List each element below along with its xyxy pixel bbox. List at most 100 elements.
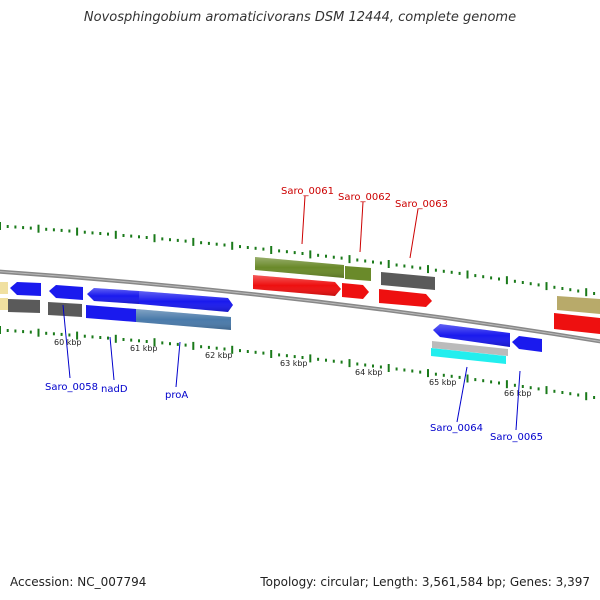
upper-ring-tick <box>138 235 140 239</box>
leader-saro0064 <box>456 366 468 423</box>
lower-ring-tick <box>114 334 117 343</box>
lower-ring-tick <box>6 329 9 332</box>
gene-arrow-red-1[interactable] <box>253 275 341 296</box>
upper-ring-tick <box>317 253 320 257</box>
gene-arrow-left-blue-3[interactable] <box>87 288 139 304</box>
scale-tick-63kbp: 63 kbp <box>280 359 308 368</box>
scale-tick-65kbp: 65 kbp <box>429 378 457 387</box>
upper-tick-ring <box>0 222 596 297</box>
gene-arrow-red-3[interactable] <box>379 289 432 307</box>
upper-ring-tick <box>52 228 55 232</box>
lower-ring-tick <box>395 367 398 371</box>
lower-ring-tick <box>569 392 572 396</box>
label-proA[interactable]: proA <box>165 390 188 401</box>
label-saro0062[interactable]: Saro_0062 <box>338 192 391 203</box>
upper-ring-tick <box>442 269 445 273</box>
lower-ring-tick <box>231 345 234 354</box>
upper-ring-tick <box>553 285 556 289</box>
leader-proA <box>175 341 181 388</box>
lower-ring-tick <box>577 393 580 397</box>
lower-ring-tick <box>223 347 226 351</box>
gene-bar-green-saro0061[interactable] <box>255 257 344 278</box>
label-saro0064[interactable]: Saro_0064 <box>430 423 483 434</box>
upper-ring-tick <box>309 250 312 259</box>
leader-nadD <box>109 336 115 381</box>
lower-ring-tick <box>513 383 516 387</box>
lower-ring-tick <box>356 362 359 366</box>
lower-ring-tick <box>482 379 485 383</box>
lower-ring-tick <box>0 326 1 334</box>
upper-ring-tick <box>490 276 493 280</box>
lower-ring-tick <box>169 342 171 346</box>
lower-ring-tick <box>138 339 140 343</box>
gene-arrow-left-blue-2[interactable] <box>49 285 83 300</box>
gene-arrow-red-2[interactable] <box>342 283 369 299</box>
gene-bar-yellow[interactable] <box>0 282 8 294</box>
upper-ring-tick <box>403 264 406 268</box>
leader-saro0058 <box>62 304 71 379</box>
gene-bar-grey-saro0063[interactable] <box>381 272 435 290</box>
upper-ring-tick <box>285 250 288 254</box>
gene-arrow-left-blue-1[interactable] <box>10 282 41 296</box>
upper-ring-tick <box>545 282 548 291</box>
upper-ring-tick <box>270 246 273 254</box>
upper-ring-tick <box>434 268 437 272</box>
lower-ring-tick <box>215 346 218 350</box>
lower-ring-tick <box>332 359 335 363</box>
lower-ring-tick <box>68 333 71 337</box>
upper-ring-tick <box>474 274 477 278</box>
accession-text: Accession: NC_007794 <box>10 575 147 589</box>
gene-bar-grey-1[interactable] <box>8 299 40 313</box>
gene-bar-cyan[interactable] <box>431 348 506 364</box>
label-saro0063[interactable]: Saro_0063 <box>395 199 448 210</box>
lower-ring-tick <box>545 386 548 395</box>
lower-ring-tick <box>387 364 390 372</box>
upper-ring-tick <box>577 289 580 293</box>
lower-ring-tick <box>529 386 532 390</box>
upper-ring-tick <box>37 224 40 233</box>
lower-ring-tick <box>278 353 281 357</box>
lower-ring-tick <box>254 350 257 354</box>
upper-ring-tick <box>161 237 164 241</box>
leader-saro0063 <box>409 208 419 259</box>
gene-arrow-red-right-edge[interactable] <box>554 313 600 334</box>
gene-bar-steel-proA[interactable] <box>136 309 231 330</box>
lower-ring-tick <box>29 330 32 334</box>
label-nadD[interactable]: nadD <box>101 384 128 395</box>
lower-ring-tick <box>450 374 453 378</box>
upper-ring-tick <box>207 241 210 245</box>
gene-bar-blue-nadD[interactable] <box>86 305 136 322</box>
upper-ring-tick <box>278 249 281 253</box>
upper-ring-tick <box>372 260 374 264</box>
upper-ring-tick <box>22 226 25 230</box>
upper-ring-tick <box>348 255 351 264</box>
upper-ring-tick <box>231 241 234 250</box>
upper-ring-tick <box>184 239 187 243</box>
lower-ring-tick <box>553 389 556 393</box>
upper-ring-tick <box>411 265 414 269</box>
gene-arrow-left-blue-saro0065[interactable] <box>512 336 542 352</box>
upper-ring-tick <box>169 238 171 242</box>
gene-arrow-right-blue-4[interactable] <box>139 291 233 312</box>
label-saro0065[interactable]: Saro_0065 <box>490 432 543 443</box>
leader-saro0062 <box>359 201 364 253</box>
lower-ring-tick <box>521 385 524 388</box>
lower-ring-tick <box>200 345 203 349</box>
upper-ring-tick <box>427 265 429 274</box>
gene-bar-grey-2[interactable] <box>48 302 82 317</box>
lower-ring-tick <box>427 369 429 378</box>
upper-ring-tick <box>482 275 485 279</box>
label-saro0058[interactable]: Saro_0058 <box>45 382 98 393</box>
upper-ring-tick <box>537 283 540 287</box>
gene-bar-green-saro0062[interactable] <box>345 266 371 281</box>
label-saro0061[interactable]: Saro_0061 <box>281 186 334 197</box>
gene-bar-yellow-2[interactable] <box>0 298 8 310</box>
lower-ring-tick <box>317 357 320 361</box>
lower-ring-tick <box>379 365 382 369</box>
upper-ring-tick <box>521 281 524 284</box>
gene-bar-tan[interactable] <box>557 296 600 314</box>
lower-ring-tick <box>91 335 94 339</box>
lower-tick-ring <box>0 326 596 401</box>
upper-ring-tick <box>529 282 532 286</box>
